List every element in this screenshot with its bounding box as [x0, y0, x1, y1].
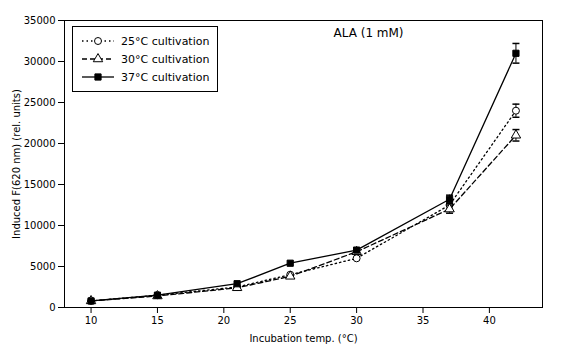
svg-text:ALA (1 mM): ALA (1 mM) — [334, 26, 404, 40]
svg-text:5000: 5000 — [30, 261, 55, 272]
svg-text:30: 30 — [350, 315, 363, 326]
svg-text:25000: 25000 — [24, 97, 56, 108]
svg-text:0: 0 — [49, 302, 55, 313]
svg-text:25: 25 — [284, 315, 297, 326]
svg-text:10: 10 — [85, 315, 98, 326]
svg-text:Induced F(620 nm) (rel. units): Induced F(620 nm) (rel. units) — [11, 89, 22, 239]
svg-text:20: 20 — [217, 315, 230, 326]
svg-text:15: 15 — [151, 315, 164, 326]
html-text:30°C cultivation: 30°C cultivation — [121, 52, 210, 66]
svg-text:10000: 10000 — [24, 220, 56, 231]
svg-text:20000: 20000 — [24, 138, 56, 149]
svg-text:15000: 15000 — [24, 179, 56, 190]
html-text:25°C cultivation: 25°C cultivation — [121, 34, 210, 48]
svg-text:35000: 35000 — [24, 15, 56, 26]
svg-text:Incubation temp. (°C): Incubation temp. (°C) — [249, 333, 357, 344]
svg-text:35: 35 — [417, 315, 430, 326]
html-text:37°C cultivation: 37°C cultivation — [121, 70, 210, 84]
svg-text:30000: 30000 — [24, 56, 56, 67]
svg-text:40: 40 — [483, 315, 496, 326]
